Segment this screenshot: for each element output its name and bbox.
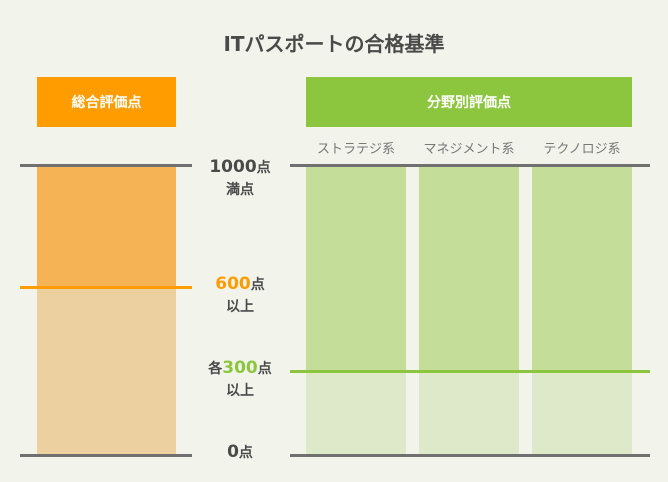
min-unit: 点	[238, 445, 253, 461]
field-pass-unit: 点	[257, 361, 272, 377]
strategy-bar-upper	[306, 165, 406, 371]
max-line-left	[20, 164, 192, 167]
page-title: ITパスポートの合格基準	[223, 32, 445, 56]
field-score-header: 分野別評価点	[306, 77, 632, 127]
total-pass-number: 600	[215, 274, 251, 294]
max-number: 1000	[209, 157, 257, 177]
total-score-bar-lower	[37, 287, 176, 456]
field-pass-line	[290, 370, 650, 373]
field-pass-prefix: 各	[208, 361, 223, 377]
total-score-header: 総合評価点	[37, 77, 176, 127]
total-score-bar-upper	[37, 165, 176, 287]
min-line-left	[20, 454, 192, 457]
total-pass-note: 以上	[226, 299, 254, 315]
field-pass-note: 以上	[226, 383, 254, 399]
total-pass-label: 600点 以上	[192, 273, 288, 318]
category-strategy: ストラテジ系	[316, 142, 395, 157]
field-pass-label: 各300点 以上	[192, 357, 288, 402]
category-technology: テクノロジ系	[543, 142, 621, 157]
min-line-right	[290, 454, 650, 457]
technology-bar-upper	[532, 165, 632, 371]
max-label: 1000点 満点	[192, 156, 288, 201]
management-bar-upper	[419, 165, 519, 371]
total-pass-line	[20, 286, 192, 289]
strategy-bar-lower	[306, 371, 406, 456]
min-label: 0点	[192, 441, 288, 464]
max-note: 満点	[226, 182, 254, 198]
total-pass-unit: 点	[250, 277, 265, 293]
technology-bar-lower	[532, 371, 632, 456]
category-management: マネジメント系	[423, 142, 515, 157]
min-number: 0	[227, 442, 239, 462]
max-line-right	[290, 164, 650, 167]
max-unit: 点	[256, 160, 271, 176]
management-bar-lower	[419, 371, 519, 456]
field-pass-number: 300	[222, 358, 258, 378]
